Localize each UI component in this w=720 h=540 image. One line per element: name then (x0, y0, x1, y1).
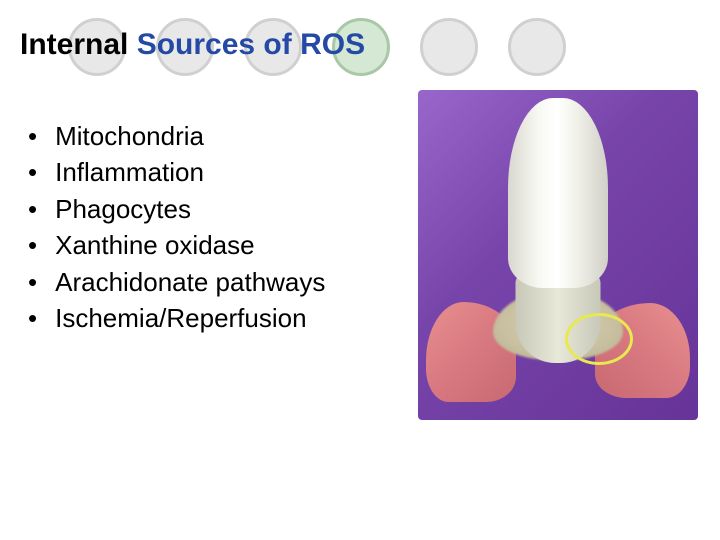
bullet-text: Inflammation (55, 154, 204, 190)
list-item: • Mitochondria (28, 118, 325, 154)
highlight-ring (565, 313, 633, 365)
bullet-text: Arachidonate pathways (55, 264, 325, 300)
tooth-illustration (418, 90, 698, 420)
list-item: • Ischemia/Reperfusion (28, 300, 325, 336)
tooth-crown (508, 98, 608, 288)
bullet-dot: • (28, 264, 37, 300)
list-item: • Phagocytes (28, 191, 325, 227)
list-item: • Xanthine oxidase (28, 227, 325, 263)
title-prefix: Internal (20, 28, 137, 61)
title-highlight: Sources of ROS (137, 28, 365, 61)
bullet-text: Mitochondria (55, 118, 204, 154)
slide-title: Internal Sources of ROS (20, 28, 365, 62)
bullet-list: •Mitochondria •Inflammation •Phagocytes … (28, 118, 325, 336)
bullet-text: Phagocytes (55, 191, 191, 227)
bullet-dot: • (28, 191, 37, 227)
bullet-dot: • (28, 300, 37, 336)
bullet-dot: • (28, 227, 37, 263)
list-item: • Arachidonate pathways (28, 264, 325, 300)
decorative-circle (508, 18, 566, 76)
bullet-dot: • (28, 154, 37, 190)
decorative-circle (420, 18, 478, 76)
bullet-dot: • (28, 118, 37, 154)
list-item: • Inflammation (28, 154, 325, 190)
bullet-text: Xanthine oxidase (55, 227, 254, 263)
bullet-text: Ischemia/Reperfusion (55, 300, 306, 336)
